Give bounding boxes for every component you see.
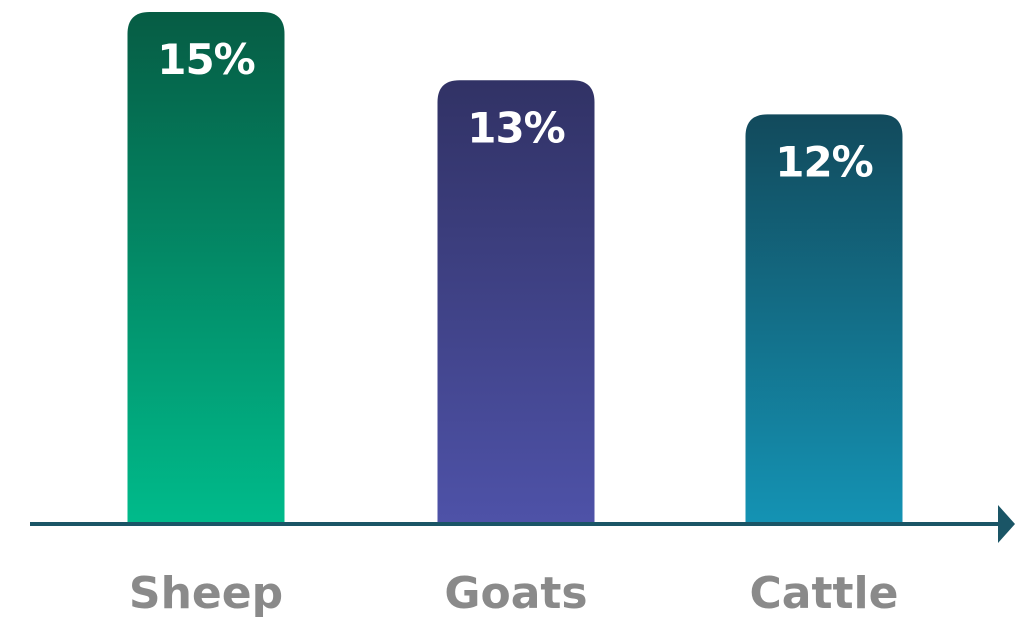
bar-value-label: 13% xyxy=(467,103,565,152)
bar-sheep xyxy=(127,12,285,524)
category-label-goats: Goats xyxy=(444,568,587,619)
bars-layer: 15% 13% 12% xyxy=(127,12,903,525)
bar-value-label: 12% xyxy=(775,137,873,186)
category-label-cattle: Cattle xyxy=(750,568,899,619)
bar-goats xyxy=(437,80,595,525)
bar-cattle xyxy=(745,114,903,525)
x-axis xyxy=(30,505,1015,543)
bar-value-label: 15% xyxy=(157,35,255,84)
category-labels: Sheep Goats Cattle xyxy=(129,568,899,619)
x-axis-arrow-icon xyxy=(998,505,1015,543)
category-label-sheep: Sheep xyxy=(129,568,283,619)
